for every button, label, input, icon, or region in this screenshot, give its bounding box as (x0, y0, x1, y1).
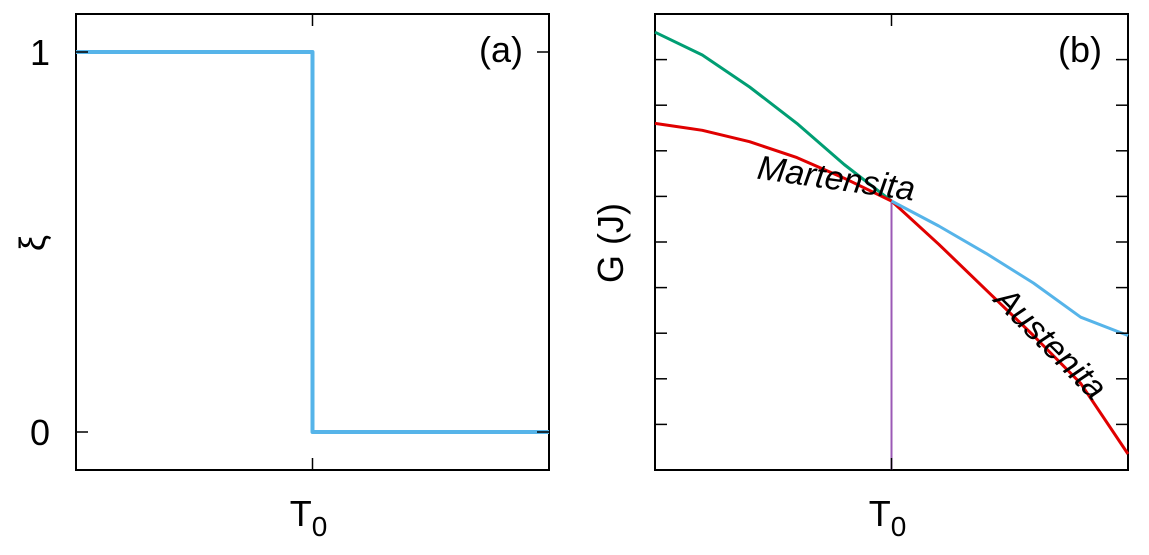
y-tick-label: 0 (30, 412, 50, 453)
ticks-group-b: T0 (655, 14, 1128, 542)
x-tick-label: T0 (869, 493, 907, 542)
y-axis-title-a: ξ (12, 235, 53, 251)
panel-label-a: (a) (479, 29, 523, 70)
series-line-1 (76, 50, 549, 434)
series-line-1 (654, 30, 893, 203)
series-line-3 (890, 199, 1129, 337)
series-group-a (76, 50, 549, 434)
series-group-b (654, 30, 1130, 455)
curve-label-austenita: Austenita (986, 279, 1115, 408)
y-axis-title-b: G (J) (590, 203, 631, 283)
panel-label-b: (b) (1058, 29, 1102, 70)
x-tick-label-subscript: 0 (312, 511, 328, 542)
x-tick-label-subscript: 0 (891, 511, 907, 542)
x-tick-label: T0 (290, 493, 328, 542)
y-tick-label: 1 (30, 32, 50, 73)
